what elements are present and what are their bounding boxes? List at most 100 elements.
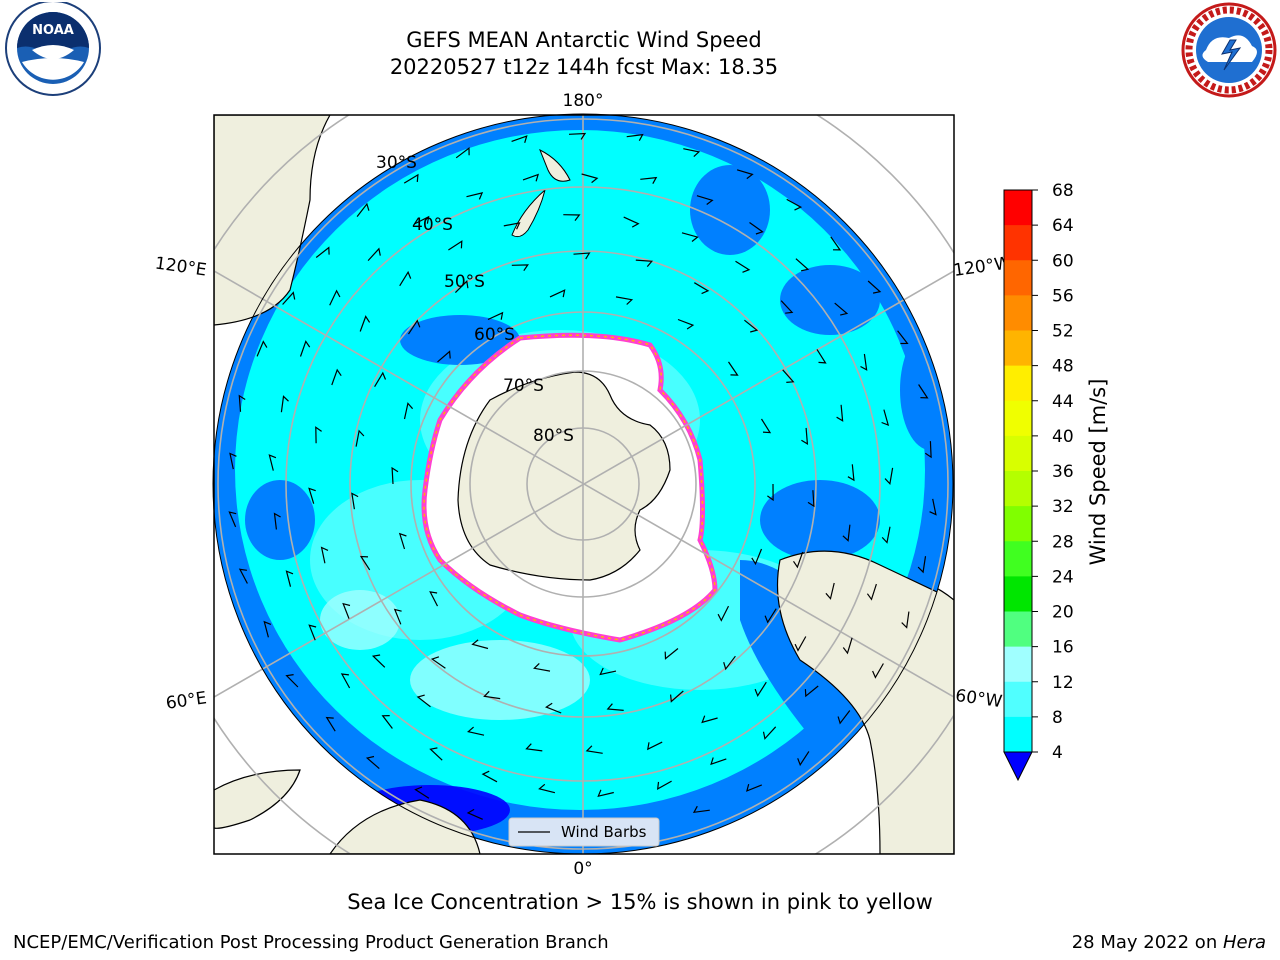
wind-barb: [836, 404, 844, 422]
wind-barb: [263, 620, 272, 638]
wind-barb: [356, 202, 370, 217]
lat-label-40s: 40°S: [412, 215, 453, 235]
colorbar-tick-label: 56: [1052, 286, 1074, 306]
wind-barb: [273, 512, 281, 530]
wind-barb: [782, 369, 795, 383]
wind-barb: [429, 591, 439, 607]
colorbar-tick-label: 20: [1052, 603, 1074, 623]
colorbar-segment: [1004, 471, 1032, 507]
lon-label-120e: 120°E: [154, 254, 208, 281]
wind-barb: [635, 259, 654, 267]
wind-barb: [751, 548, 763, 566]
footer-date-text: 28 May 2022 on: [1071, 932, 1223, 953]
lon-label-60w: 60°W: [954, 686, 1003, 712]
wind-barb: [847, 464, 855, 482]
lat-label-60s: 60°S: [474, 325, 515, 345]
wind-barb: [325, 716, 336, 732]
wind-barb: [710, 757, 727, 766]
wind-barb: [656, 780, 672, 790]
wind-barb: [268, 454, 277, 471]
wind-barb: [801, 427, 809, 446]
wind-barb: [867, 280, 882, 294]
wind-barb: [606, 703, 624, 711]
wind-barb: [804, 685, 819, 698]
colorbar-segment: [1004, 330, 1032, 367]
wind-barb: [842, 637, 853, 655]
colorbar-label: Wind Speed [m/s]: [1086, 379, 1110, 566]
wind-barb: [544, 702, 562, 714]
colorbar-segment: [1004, 681, 1032, 718]
wind-barb: [795, 258, 810, 272]
colorbar-segment: [1004, 611, 1032, 648]
wind-barb: [767, 483, 774, 502]
wind-barb: [585, 745, 603, 754]
colorbar-segment: [1004, 225, 1032, 261]
wind-barb: [483, 690, 501, 700]
wind-barb: [455, 147, 470, 159]
wind-barb: [391, 466, 399, 485]
colorbar-tick-label: 48: [1052, 357, 1074, 377]
wind-barb: [487, 311, 504, 321]
wind-barb: [430, 656, 446, 669]
colorbar-tick-label: 68: [1052, 181, 1074, 201]
wind-barb: [780, 300, 794, 314]
wind-barb: [374, 371, 387, 388]
wind-barb: [929, 498, 937, 516]
wind-barb: [471, 639, 489, 650]
wind-barb: [429, 747, 443, 761]
wind-barb: [381, 715, 393, 729]
wind-barb: [511, 264, 529, 272]
land-madagascar: [214, 769, 301, 829]
wind-barb: [399, 270, 412, 287]
wind-barb: [764, 608, 777, 624]
wind-barb: [525, 743, 543, 752]
wind-barb: [746, 783, 763, 792]
colorbar-tick-label: 8: [1052, 708, 1063, 728]
sea-ice-caption: Sea Ice Concentration > 15% is shown in …: [347, 890, 933, 914]
footer-host: Hera: [1222, 932, 1266, 953]
wind-barb: [866, 583, 877, 601]
wind-barb: [331, 368, 342, 386]
wind-barb: [414, 215, 430, 225]
wind-barb: [315, 246, 330, 258]
map-frame: [213, 114, 955, 855]
wind-barb: [640, 176, 658, 184]
wind-barb: [351, 492, 359, 510]
wind-barb: [238, 568, 248, 584]
noaa-logo-text: NOAA: [32, 23, 74, 38]
wind-barb: [901, 611, 910, 629]
nws-logo: [1181, 2, 1277, 98]
wind-barb: [329, 289, 341, 306]
footer-credit: NCEP/EMC/Verification Post Processing Pr…: [13, 932, 609, 953]
wind-barb: [407, 319, 421, 335]
wind-barb: [568, 132, 587, 140]
wind-barb: [355, 429, 365, 447]
wind-barb: [797, 751, 810, 767]
colorbar-segment: [1004, 295, 1032, 331]
wind-barb: [744, 319, 759, 333]
wind-barb: [830, 236, 842, 251]
wind-barb: [597, 789, 614, 798]
wind-barb: [467, 726, 485, 736]
lat-label-70s: 70°S: [503, 376, 544, 396]
colorbar-tick-label: 52: [1052, 322, 1074, 342]
noaa-logo: NOAA: [5, 2, 101, 96]
wind-barb: [549, 289, 566, 298]
wind-barb: [481, 770, 498, 783]
wind-barb: [917, 556, 927, 574]
wind-barb: [359, 555, 371, 571]
wind-barb: [670, 690, 684, 703]
wind-barb: [414, 786, 430, 799]
wind-barb: [238, 394, 246, 412]
wind-barb: [403, 402, 414, 420]
wind-barb: [834, 302, 849, 316]
wind-barb: [416, 694, 431, 708]
wind-barb: [793, 551, 804, 569]
lon-label-60e: 60°E: [165, 688, 208, 713]
wind-barb: [599, 667, 617, 676]
wind-barb: [365, 755, 380, 770]
footer-date: 28 May 2022 on Hera: [1072, 932, 1266, 953]
wind-barb: [228, 511, 237, 528]
lat-label-50s: 50°S: [444, 272, 485, 292]
colorbar-segment: [1004, 260, 1032, 296]
